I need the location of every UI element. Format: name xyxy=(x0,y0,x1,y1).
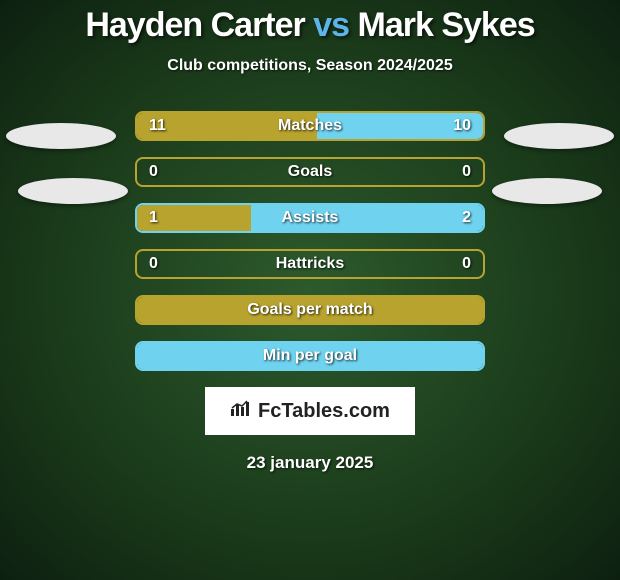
stat-row: 1110Matches xyxy=(135,111,485,141)
chart-icon xyxy=(230,399,252,423)
stat-row: Goals per match xyxy=(135,295,485,325)
snapshot-date: 23 january 2025 xyxy=(0,453,620,473)
decorative-ellipse xyxy=(18,178,128,204)
player2-name: Mark Sykes xyxy=(358,6,535,44)
stat-label: Goals per match xyxy=(137,297,483,323)
comparison-subtitle: Club competitions, Season 2024/2025 xyxy=(0,57,620,75)
stat-label: Min per goal xyxy=(137,343,483,369)
decorative-ellipse xyxy=(504,123,614,149)
logo-text: FcTables.com xyxy=(258,400,390,423)
player1-name: Hayden Carter xyxy=(85,6,304,44)
stat-row: 00Hattricks xyxy=(135,249,485,279)
stat-label: Hattricks xyxy=(137,251,483,277)
stats-container: 1110Matches 00Goals 12Assists 00Hattricks Go… xyxy=(135,111,485,371)
stat-row: Min per goal xyxy=(135,341,485,371)
comparison-title: Hayden Carter vs Mark Sykes xyxy=(0,0,620,45)
vs-separator: vs xyxy=(313,6,349,44)
fctables-logo: FcTables.com xyxy=(205,387,415,435)
decorative-ellipse xyxy=(6,123,116,149)
stat-row: 12Assists xyxy=(135,203,485,233)
stat-row: 00Goals xyxy=(135,157,485,187)
stat-label: Matches xyxy=(137,113,483,139)
decorative-ellipse xyxy=(492,178,602,204)
stat-label: Goals xyxy=(137,159,483,185)
stat-label: Assists xyxy=(137,205,483,231)
